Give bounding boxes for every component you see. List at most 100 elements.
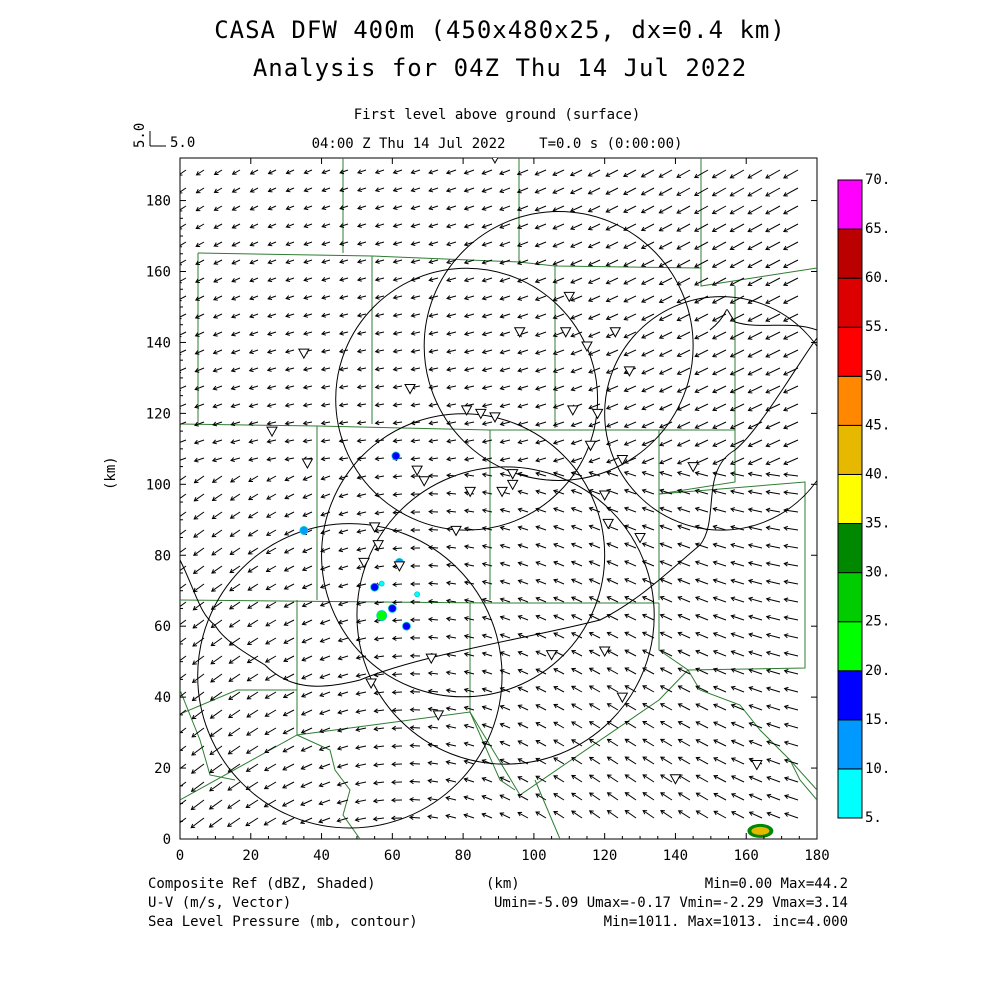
wind-vector-head (481, 456, 487, 462)
wind-vector-head (481, 669, 487, 675)
station-marker (545, 650, 558, 661)
wind-vector-head (248, 331, 254, 337)
wind-vector (749, 794, 763, 801)
wind-vector-head (284, 456, 290, 462)
colorbar-swatch (837, 768, 863, 819)
wind-vector (212, 493, 223, 501)
wind-vector-head (373, 690, 379, 696)
wind-vector (428, 618, 439, 621)
wind-vector-head (428, 313, 434, 318)
wind-vector (193, 601, 205, 611)
wind-vector (695, 385, 709, 393)
station-marker (372, 540, 385, 551)
wind-vector (625, 721, 637, 729)
wind-vector (731, 793, 745, 801)
wind-vector (228, 745, 241, 755)
wind-vector-head (176, 516, 180, 520)
wind-vector-head (499, 543, 505, 549)
wind-vector-head (588, 756, 594, 762)
wind-vector (356, 709, 367, 713)
wind-vector-head (499, 579, 505, 585)
wind-vector (464, 545, 475, 549)
wind-vector (500, 385, 511, 390)
wind-vector (765, 385, 781, 394)
ref-vector-value: 5.0 (132, 123, 148, 148)
wind-vector (409, 816, 421, 819)
wind-vector (695, 614, 709, 621)
wind-vector (624, 685, 637, 693)
wind-vector-head (265, 603, 271, 609)
wind-vector-head (248, 349, 254, 355)
wind-vector (319, 799, 331, 805)
wind-vector-head (694, 281, 700, 286)
wind-vector-head (570, 578, 576, 583)
wind-vector-head (373, 762, 378, 768)
wind-vector-head (302, 548, 307, 554)
wind-vector (659, 421, 673, 428)
wind-vector-head (445, 652, 451, 658)
colorbar-label: 45. (865, 417, 890, 433)
wind-vector (607, 774, 619, 783)
wind-vector (285, 385, 295, 389)
wind-vector-head (409, 653, 415, 659)
wind-vector (249, 421, 259, 425)
wind-vector (553, 421, 565, 426)
wind-vector-head (570, 614, 576, 619)
wind-vector-head (213, 206, 219, 211)
wind-vector (303, 439, 313, 443)
wind-vector (356, 619, 367, 623)
wind-vector (339, 295, 349, 299)
wind-vector-head (766, 740, 772, 745)
echo (414, 591, 421, 598)
wind-vector (696, 757, 709, 765)
wind-vector (500, 403, 511, 408)
wind-vector (518, 403, 529, 408)
wind-vector (606, 241, 619, 249)
wind-vector-head (302, 384, 308, 390)
wind-vector (747, 169, 763, 179)
wind-vector-head (499, 615, 505, 621)
wind-vector (765, 349, 781, 358)
wind-vector (500, 651, 511, 657)
wind-vector-head (354, 799, 360, 804)
wind-vector (464, 313, 475, 318)
wind-vector-head (729, 442, 735, 448)
wind-vector-head (338, 420, 344, 426)
wind-vector (713, 721, 727, 729)
wind-vector-head (588, 333, 593, 338)
wind-vector-head (463, 795, 469, 801)
wind-vector-head (765, 245, 771, 251)
wind-vector-head (372, 798, 378, 804)
wind-vector-head (357, 223, 362, 228)
wind-vector (625, 810, 637, 819)
wind-vector (464, 760, 475, 765)
wind-vector-head (517, 260, 522, 266)
wind-vector-head (605, 208, 611, 213)
wind-vector-head (783, 615, 789, 621)
wind-vector-head (624, 685, 630, 690)
wind-vector (180, 169, 187, 175)
wind-vector (464, 277, 475, 282)
wind-vector (783, 277, 799, 286)
wind-vector-head (339, 312, 344, 318)
wind-vector-head (748, 793, 754, 799)
wind-vector (337, 799, 349, 804)
wind-vector-head (747, 525, 753, 531)
wind-vector (784, 705, 799, 711)
wind-vector (213, 367, 223, 372)
wind-vector-head (481, 277, 487, 283)
wind-vector-head (175, 643, 179, 647)
wind-vector (446, 205, 457, 210)
wind-vector (589, 667, 601, 675)
wind-vector-head (230, 349, 236, 355)
wind-vector-head (267, 205, 273, 211)
wind-vector-head (713, 775, 719, 780)
wind-vector-head (676, 370, 682, 375)
wind-vector (571, 561, 583, 567)
wind-vector (180, 565, 187, 572)
wind-vector (748, 403, 763, 411)
wind-vector (518, 687, 529, 693)
wind-vector-head (588, 422, 594, 428)
wind-vector-head (765, 650, 771, 656)
wind-vector-head (356, 582, 361, 588)
